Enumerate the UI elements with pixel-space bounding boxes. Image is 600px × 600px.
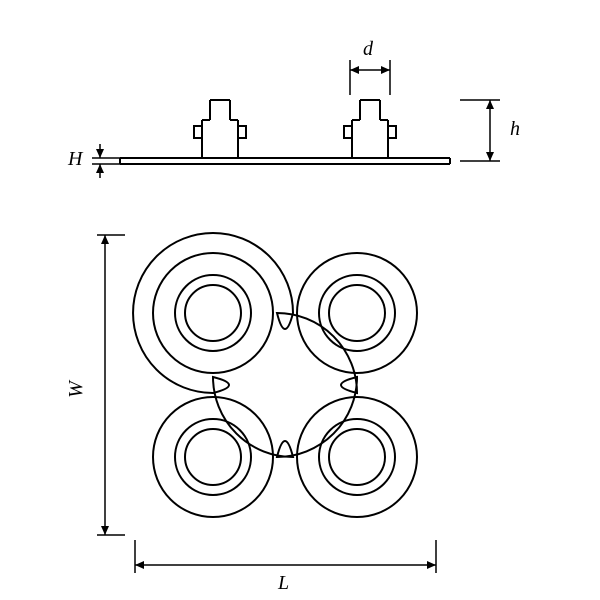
- dim-W-label: W: [65, 381, 88, 398]
- dim-h-label: h: [510, 118, 520, 141]
- dim-L-label: L: [278, 572, 289, 595]
- dim-d-label: d: [363, 38, 373, 61]
- technical-drawing: d h H W L: [0, 0, 600, 600]
- dim-H-label: H: [68, 148, 82, 171]
- drawing-svg: [0, 0, 600, 600]
